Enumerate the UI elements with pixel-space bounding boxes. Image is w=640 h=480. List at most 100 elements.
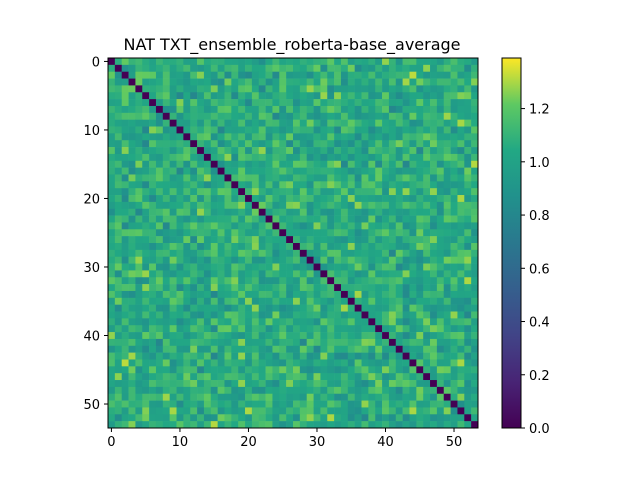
heatmap-cell	[210, 270, 218, 278]
heatmap-cell	[313, 325, 321, 333]
heatmap-cell	[245, 263, 253, 271]
heatmap-cell	[395, 284, 403, 292]
heatmap-cell	[203, 421, 212, 429]
heatmap-cell	[395, 256, 403, 264]
heatmap-cell	[450, 195, 458, 203]
heatmap-cell	[450, 414, 458, 422]
heatmap-cell	[265, 58, 273, 66]
heatmap-cell	[190, 201, 198, 210]
heatmap-cell	[108, 290, 116, 299]
heatmap-cell	[375, 256, 383, 264]
heatmap-cell	[286, 229, 294, 237]
heatmap-cell	[423, 167, 431, 175]
heatmap-cell	[251, 105, 260, 114]
heatmap-cell	[320, 222, 328, 230]
heatmap-cell	[197, 243, 205, 251]
heatmap-cell	[251, 201, 260, 210]
heatmap-cell	[121, 58, 129, 66]
heatmap-cell	[450, 208, 458, 216]
heatmap-cell	[457, 243, 465, 251]
heatmap-cell	[409, 99, 417, 107]
heatmap-cell	[450, 64, 458, 73]
heatmap-cell	[238, 284, 246, 292]
heatmap-cell	[409, 311, 417, 319]
heatmap-cell	[183, 297, 191, 305]
heatmap-cell	[224, 105, 232, 114]
heatmap-cell	[286, 352, 294, 360]
heatmap-cell	[299, 167, 308, 175]
heatmap-cell	[217, 318, 225, 326]
heatmap-cell	[416, 147, 424, 155]
heatmap-cell	[162, 407, 170, 415]
heatmap-cell	[347, 284, 355, 292]
heatmap-cell	[361, 71, 369, 79]
heatmap-cell	[197, 85, 205, 93]
heatmap-cell	[108, 400, 116, 408]
heatmap-cell	[162, 284, 170, 292]
heatmap-cell	[416, 297, 424, 305]
heatmap-cell	[135, 421, 143, 429]
heatmap-cell	[108, 85, 116, 93]
heatmap-cell	[306, 400, 314, 408]
heatmap-cell	[464, 78, 472, 86]
heatmap-cell	[430, 71, 438, 79]
heatmap-cell	[293, 236, 301, 244]
heatmap-cell	[176, 318, 184, 326]
heatmap-cell	[368, 386, 376, 395]
heatmap-cell	[169, 380, 177, 388]
heatmap-cell	[183, 71, 191, 79]
heatmap-cell	[409, 359, 417, 367]
heatmap-cell	[313, 153, 321, 162]
heatmap-cell	[265, 126, 273, 134]
heatmap-cell	[299, 222, 308, 230]
heatmap-cell	[327, 119, 335, 127]
heatmap-cell	[128, 338, 136, 347]
heatmap-cell	[197, 105, 205, 114]
heatmap-cell	[128, 78, 136, 86]
heatmap-cell	[121, 105, 129, 114]
y-tick-label: 20	[83, 192, 100, 207]
heatmap-cell	[450, 380, 458, 388]
heatmap-cell	[388, 133, 397, 141]
heatmap-cell	[347, 215, 355, 223]
heatmap-cell	[361, 215, 369, 223]
heatmap-cell	[286, 290, 294, 299]
heatmap-cell	[395, 373, 403, 381]
heatmap-cell	[416, 414, 424, 422]
heatmap-cell	[149, 147, 157, 155]
heatmap-cell	[395, 181, 403, 189]
heatmap-cell	[217, 140, 225, 148]
heatmap-cell	[382, 119, 390, 127]
heatmap-cell	[340, 160, 349, 168]
heatmap-cell	[334, 421, 342, 429]
heatmap-cell	[375, 201, 383, 210]
heatmap-cell	[203, 78, 212, 86]
heatmap-cell	[402, 380, 410, 388]
heatmap-cell	[327, 414, 335, 422]
heatmap-cell	[361, 174, 369, 182]
heatmap-cell	[382, 263, 390, 271]
heatmap-cell	[320, 366, 328, 374]
heatmap-cell	[361, 311, 369, 319]
heatmap-cell	[169, 345, 177, 353]
heatmap-cell	[423, 140, 431, 148]
heatmap-cell	[210, 58, 218, 66]
heatmap-cell	[135, 332, 143, 340]
heatmap-cell	[361, 256, 369, 264]
heatmap-cell	[238, 140, 246, 148]
heatmap-cell	[293, 140, 301, 148]
heatmap-cell	[258, 119, 266, 127]
heatmap-cell	[368, 174, 376, 182]
heatmap-cell	[286, 147, 294, 155]
heatmap-cell	[265, 414, 273, 422]
heatmap-cell	[265, 311, 273, 319]
heatmap-cell	[457, 284, 465, 292]
heatmap-cell	[409, 85, 417, 93]
heatmap-cell	[286, 215, 294, 223]
heatmap-cell	[197, 153, 205, 162]
heatmap-cell	[197, 311, 205, 319]
heatmap-cell	[203, 147, 212, 155]
heatmap-cell	[354, 263, 362, 271]
heatmap-cell	[306, 352, 314, 360]
heatmap-cell	[457, 174, 465, 182]
